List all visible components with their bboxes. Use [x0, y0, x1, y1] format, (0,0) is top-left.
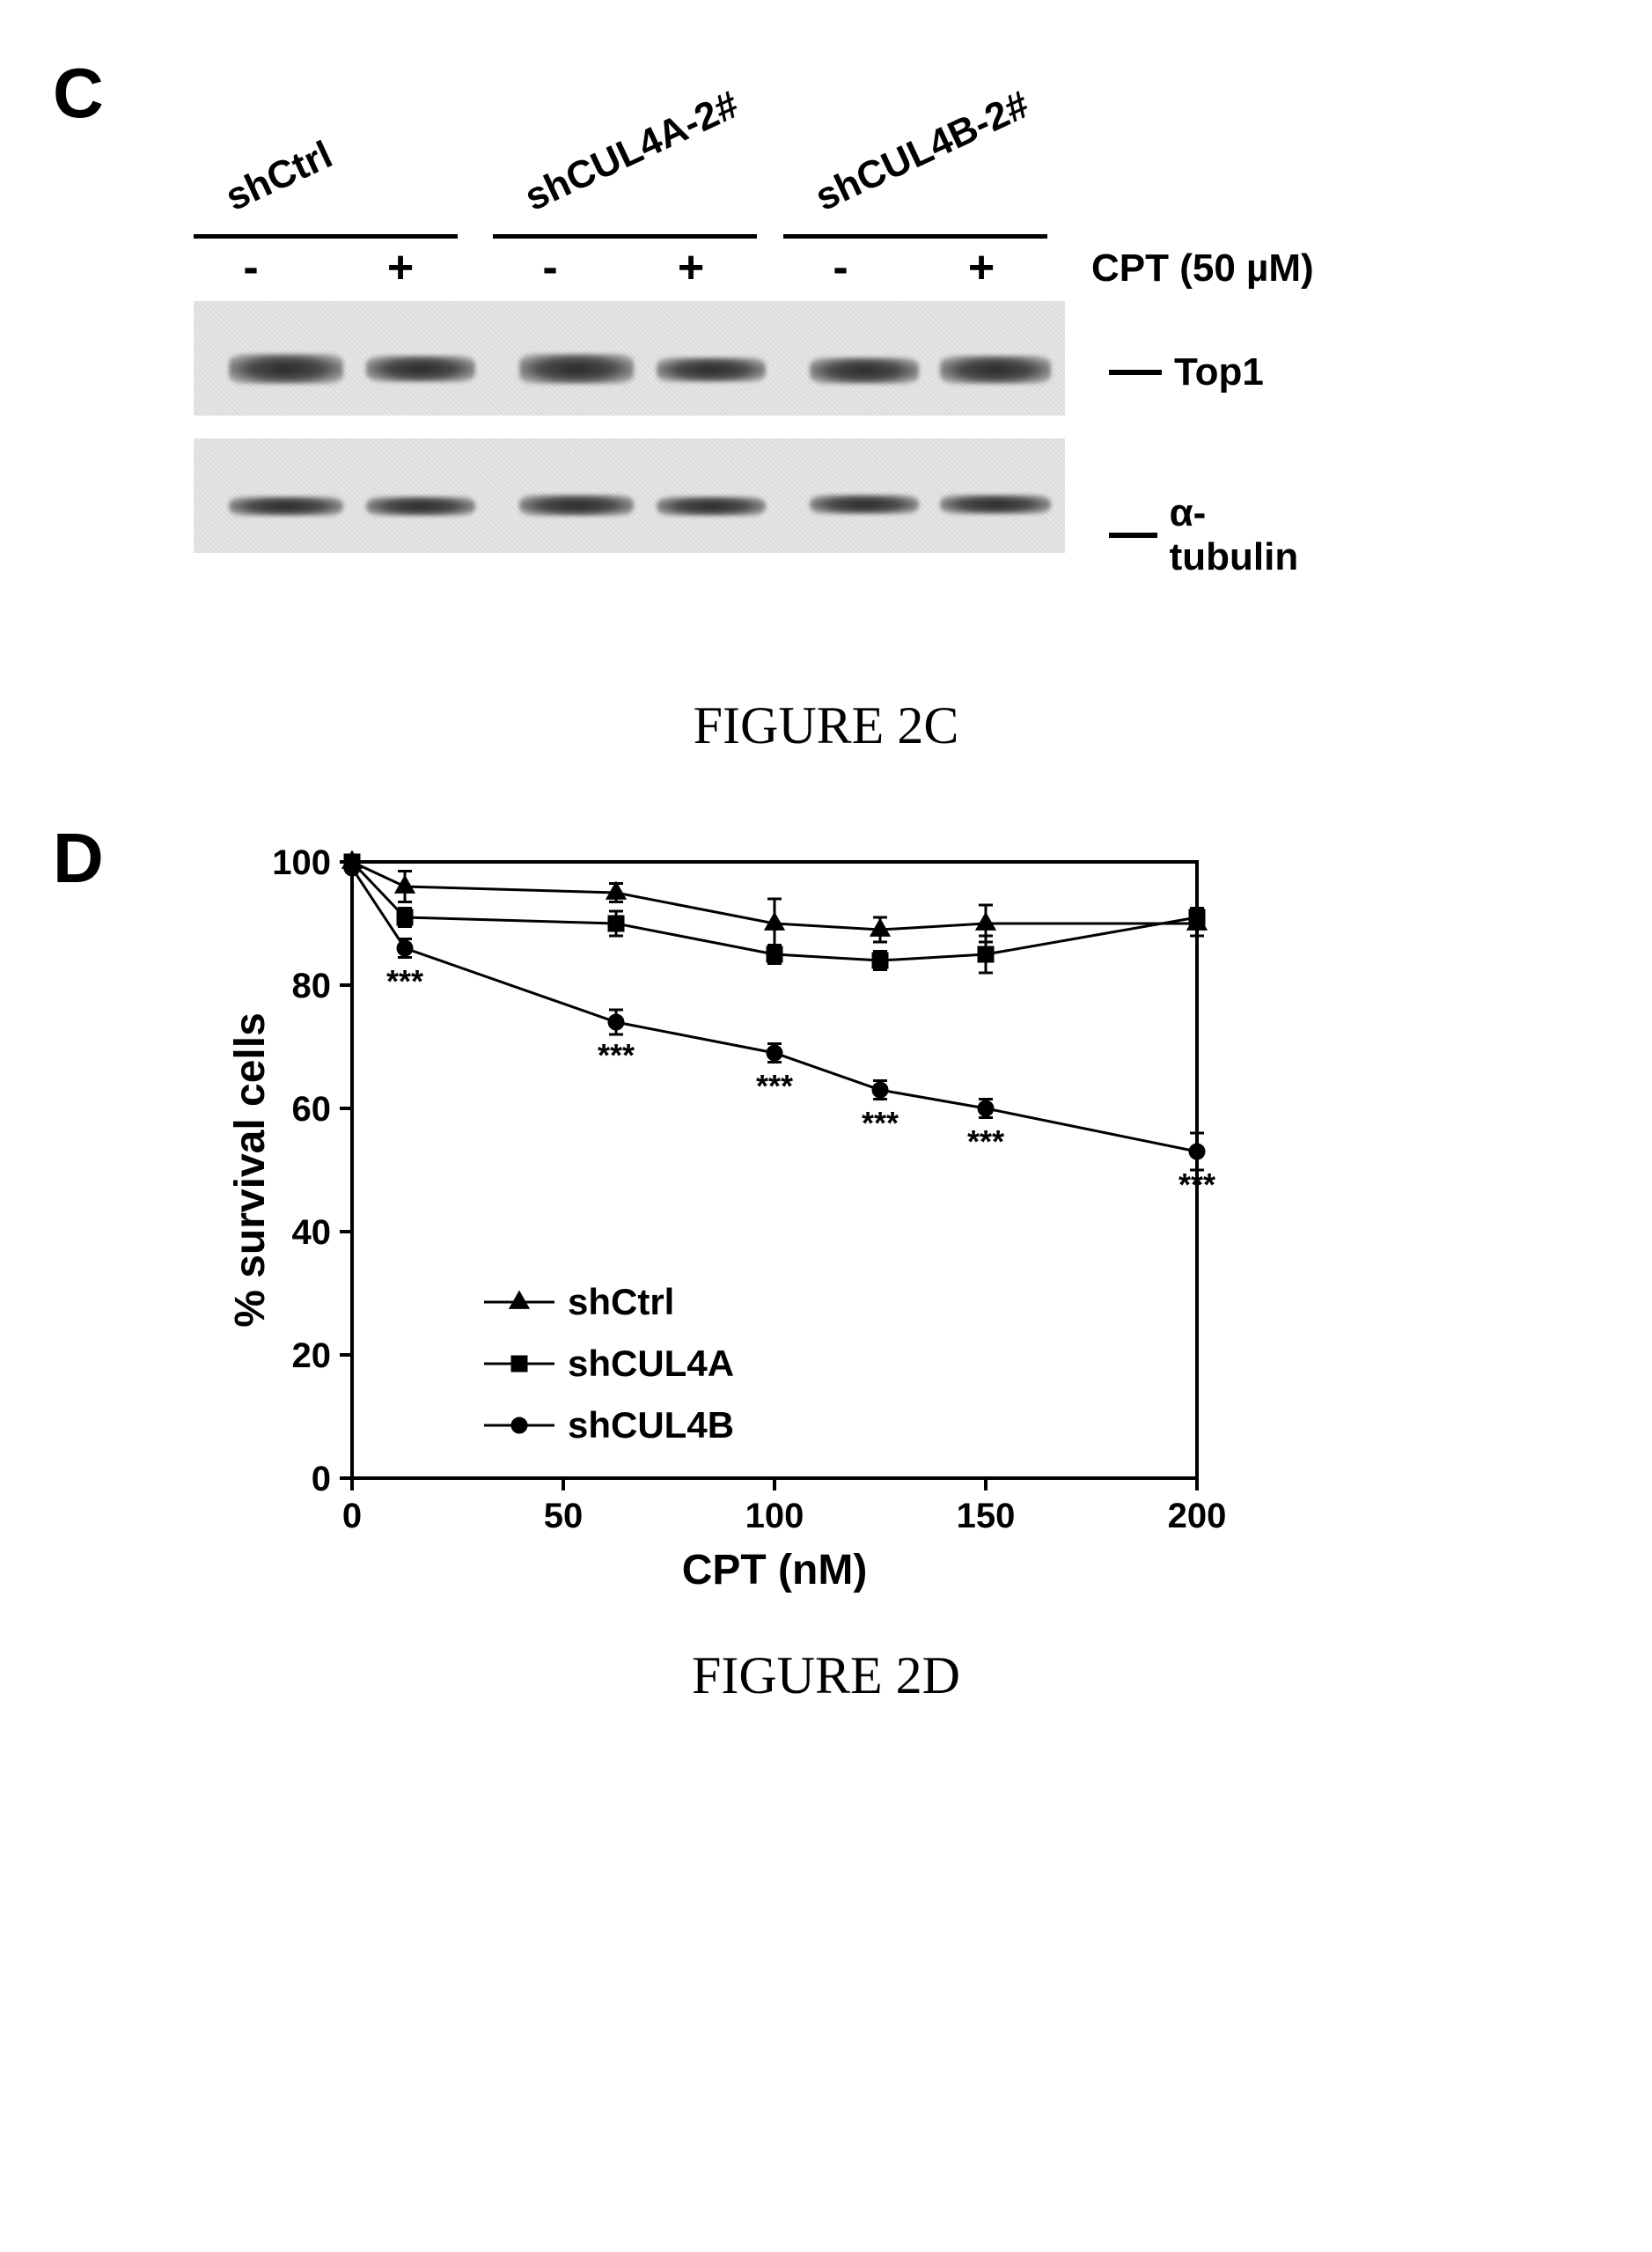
legend-label: shCUL4B	[568, 1404, 734, 1446]
marker-square	[767, 946, 782, 962]
panel-label-d: D	[53, 818, 104, 899]
blot-band	[229, 354, 343, 384]
marker-square	[872, 953, 888, 968]
significance-label: ***	[967, 1123, 1004, 1159]
blot-strip	[194, 301, 1065, 416]
marker-circle	[767, 1045, 782, 1061]
treatment-label: CPT (50 µM)	[1091, 247, 1314, 291]
blot-band	[229, 497, 343, 516]
marker-circle	[344, 860, 360, 876]
label-dash-icon	[1109, 533, 1157, 538]
blot-rows-container: Top1α-tubulin	[176, 301, 1320, 553]
significance-label: ***	[862, 1105, 899, 1141]
chart-wrapper: 0 20 40 60 80 100 0 50 100 150 200 CPT (nM) % surviv…	[229, 827, 1285, 1619]
blot-group-header: shCtrl shCUL4A-2# shCUL4B-2#	[176, 70, 1320, 247]
blot-pm-sign: -	[819, 241, 863, 294]
significance-label: ***	[1178, 1166, 1215, 1203]
x-tick-label: 50	[544, 1497, 584, 1535]
y-tick-label: 20	[292, 1336, 332, 1375]
panel-label-c: C	[53, 53, 104, 134]
y-tick-label: 100	[272, 843, 331, 882]
figure-2c-caption: FIGURE 2C	[35, 695, 1617, 756]
blot-group-label: shCUL4B-2#	[809, 83, 1036, 220]
blot-strip	[194, 438, 1065, 553]
x-tick-label: 0	[342, 1497, 362, 1535]
figure-2d-panel: D 020406080100050100150200CPT (nM)% surv…	[176, 827, 1320, 1619]
marker-circle	[1189, 1144, 1205, 1159]
blot-band	[366, 356, 475, 382]
blot-pm-sign: -	[229, 241, 273, 294]
blot-group-underline	[493, 234, 757, 239]
x-axis-title: CPT (nM)	[682, 1547, 868, 1593]
x-tick-label: 100	[745, 1497, 804, 1535]
blot-row-label-text: Top1	[1174, 350, 1264, 394]
blot-treatment-row: CPT (50 µM) - + - + - +	[176, 241, 1320, 294]
blot-group-label: shCtrl	[219, 133, 339, 220]
blot-row-label: Top1	[1109, 350, 1264, 394]
blot-band	[940, 495, 1051, 514]
legend-label: shCtrl	[568, 1281, 674, 1322]
significance-label: ***	[598, 1037, 635, 1073]
marker-square	[397, 909, 413, 925]
survival-chart: 0 20 40 60 80 100 0 50 100 150 200 CPT (nM) % surviv…	[229, 827, 1285, 1619]
y-tick-label: 80	[292, 967, 332, 1005]
y-tick-label: 60	[292, 1090, 332, 1129]
y-tick-label: 40	[292, 1213, 332, 1252]
y-axis-title: % survival cells	[229, 1012, 274, 1328]
significance-label: ***	[386, 963, 423, 999]
blot-pm-sign: +	[959, 241, 1003, 294]
figure-2d-caption: FIGURE 2D	[35, 1645, 1617, 1706]
blot-band	[657, 357, 766, 382]
blot-band	[519, 354, 634, 384]
marker-circle	[608, 1014, 624, 1030]
blot-group-label: shCUL4A-2#	[518, 83, 745, 220]
marker-square	[608, 916, 624, 931]
label-dash-icon	[1109, 370, 1162, 375]
blot-row-label-text: α-tubulin	[1170, 491, 1320, 579]
marker-circle	[397, 940, 413, 956]
marker-circle	[978, 1100, 994, 1116]
x-tick-label: 150	[957, 1497, 1016, 1535]
marker-square	[978, 946, 994, 962]
blot-band	[810, 495, 919, 514]
blot-pm-sign: +	[669, 241, 713, 294]
marker-circle	[511, 1417, 527, 1433]
blot-band	[940, 356, 1051, 384]
x-tick-label: 200	[1168, 1497, 1227, 1535]
blot-group-underline	[194, 234, 458, 239]
blot-band	[657, 497, 766, 516]
blot-group-underline	[783, 234, 1047, 239]
blot-band	[366, 497, 475, 516]
significance-label: ***	[756, 1068, 793, 1104]
blot-row-label: α-tubulin	[1109, 491, 1320, 579]
blot-band	[810, 357, 919, 384]
marker-square	[511, 1356, 527, 1372]
blot-band	[519, 495, 634, 516]
y-tick-label: 0	[312, 1460, 331, 1498]
blot-pm-sign: +	[378, 241, 422, 294]
blot-pm-sign: -	[528, 241, 572, 294]
marker-circle	[872, 1082, 888, 1098]
marker-square	[1189, 909, 1205, 925]
figure-2c-panel: C shCtrlshCUL4A-2#shCUL4B-2# CPT (50 µM)…	[176, 70, 1320, 669]
legend-label: shCUL4A	[568, 1343, 734, 1384]
